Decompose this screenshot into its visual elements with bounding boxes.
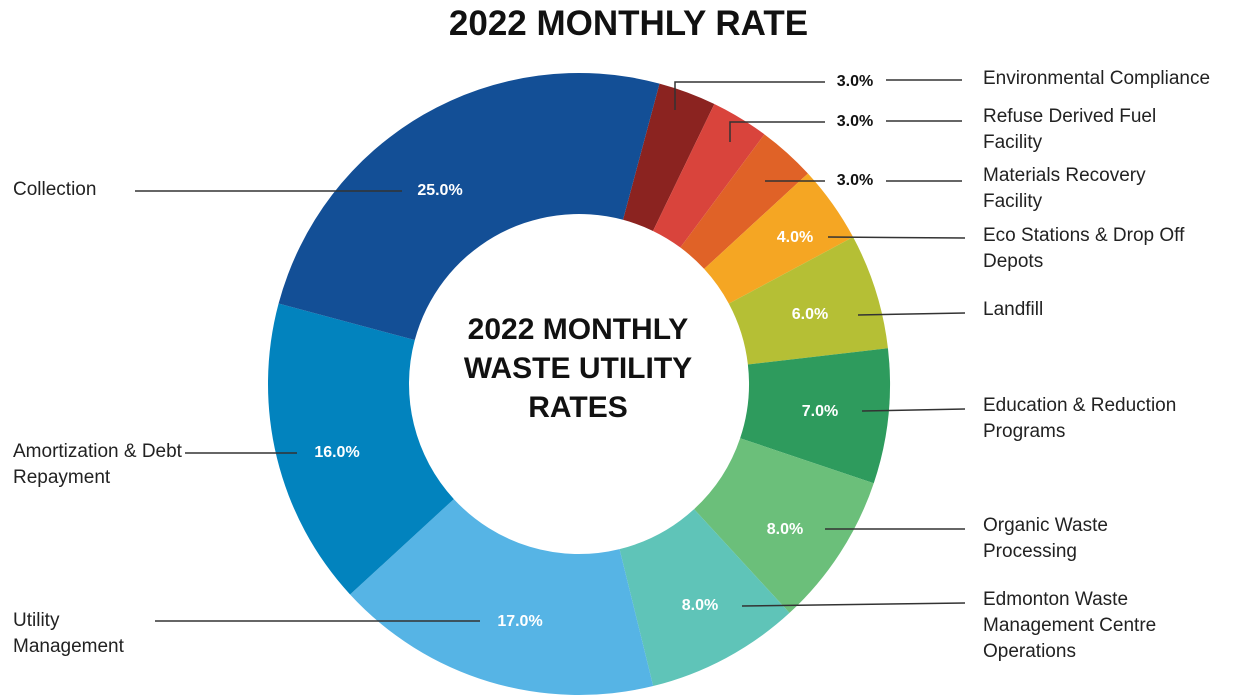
category-label: Organic Waste Processing bbox=[983, 515, 1108, 562]
donut-segment bbox=[694, 438, 874, 613]
value-label: 8.0% bbox=[682, 597, 718, 614]
leader-line bbox=[729, 121, 825, 142]
value-label: 6.0% bbox=[792, 306, 828, 323]
donut-segment bbox=[652, 104, 765, 248]
value-label: 3.0% bbox=[837, 172, 873, 189]
category-label: Environmental Compliance bbox=[983, 68, 1211, 89]
donut-segment bbox=[740, 348, 890, 484]
leader-line bbox=[857, 312, 966, 316]
leader-line bbox=[861, 408, 966, 412]
category-label: Refuse Derived Fuel Facility bbox=[983, 106, 1157, 153]
donut-segment bbox=[622, 83, 715, 231]
center-text: 2022 MONTHLY WASTE UTILITY RATES bbox=[463, 313, 693, 424]
value-label: 4.0% bbox=[777, 229, 813, 246]
category-label: Utility Management bbox=[13, 610, 124, 657]
chart-title: 2022 MONTHLY RATE bbox=[448, 4, 809, 43]
category-label: Education & Reduction Programs bbox=[983, 395, 1177, 442]
value-label: 3.0% bbox=[837, 113, 873, 130]
category-label: Edmonton Waste Management Centre Operati… bbox=[983, 589, 1157, 662]
value-label: 7.0% bbox=[802, 403, 838, 420]
donut-segment bbox=[268, 303, 454, 595]
value-label: 3.0% bbox=[837, 73, 873, 90]
category-label: Materials Recovery Facility bbox=[983, 165, 1146, 212]
category-label: Landfill bbox=[983, 299, 1044, 320]
value-label: 17.0% bbox=[497, 613, 542, 630]
value-label: 16.0% bbox=[314, 444, 359, 461]
category-label: Eco Stations & Drop Off Depots bbox=[983, 225, 1185, 272]
leader-line bbox=[741, 602, 966, 607]
leader-line bbox=[827, 236, 966, 239]
donut-segment bbox=[619, 509, 790, 687]
category-label: Amortization & Debt Repayment bbox=[13, 441, 182, 488]
donut-segment bbox=[704, 173, 854, 304]
donut-segment bbox=[278, 73, 660, 341]
donut-segment bbox=[350, 499, 654, 695]
category-label: Collection bbox=[13, 179, 97, 200]
donut-segment bbox=[728, 237, 888, 365]
donut-segment bbox=[680, 134, 808, 269]
leader-line bbox=[674, 81, 825, 110]
value-label: 25.0% bbox=[417, 182, 462, 199]
value-label: 8.0% bbox=[767, 521, 803, 538]
